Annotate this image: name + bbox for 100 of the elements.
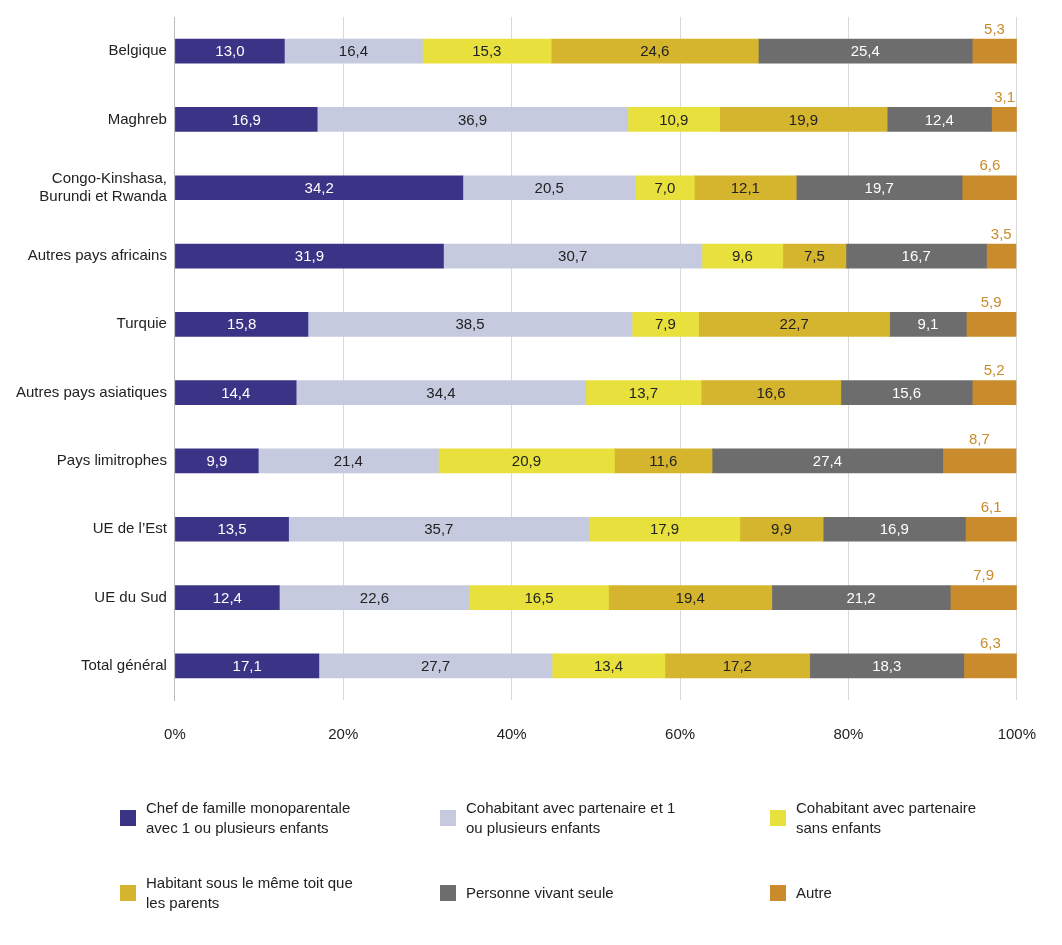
- bar: [965, 312, 1017, 337]
- data-label: 5,3: [984, 19, 1005, 37]
- bar: [175, 585, 280, 610]
- y-tick-label: Pays limitrophes: [56, 451, 167, 469]
- legend-label: Cohabitant avec partenaire et 1 ou plusieurs enfants: [466, 798, 676, 839]
- bar: [175, 243, 444, 269]
- bar: [782, 243, 847, 269]
- data-label: 9,6: [731, 247, 753, 265]
- data-label: 16,9: [879, 520, 909, 538]
- data-label: 15,6: [891, 383, 922, 401]
- data-label: 3,5: [990, 224, 1012, 242]
- bar: [316, 107, 629, 132]
- bar: [175, 653, 320, 679]
- data-label: 16,6: [756, 383, 786, 401]
- bar: [318, 653, 553, 679]
- data-label: 21,2: [846, 588, 876, 606]
- bar: [845, 243, 987, 269]
- data-label: 12,1: [730, 178, 760, 196]
- data-label: 20,9: [511, 452, 542, 470]
- y-tick-label: Maghreb: [107, 109, 167, 127]
- bar: [963, 653, 1017, 679]
- bar: [809, 653, 965, 679]
- bar: [438, 448, 615, 474]
- y-tick-label: UE du Sud: [94, 587, 167, 605]
- bar: [614, 448, 713, 474]
- x-tick-label: 0%: [164, 725, 186, 743]
- x-tick-label: 80%: [833, 725, 864, 743]
- data-label: 5,2: [983, 361, 1005, 379]
- y-tick-label: Total général: [81, 655, 167, 673]
- data-label: 16,7: [901, 247, 931, 265]
- data-label: 16,9: [231, 110, 261, 128]
- y-tick-label: Congo-Kinshasa, Burundi et Rwanda: [39, 168, 168, 204]
- data-label: 27,4: [812, 452, 842, 470]
- data-label: 34,2: [304, 178, 334, 196]
- data-label: 10,9: [659, 110, 689, 128]
- data-label: 35,7: [424, 520, 454, 538]
- data-label: 24,6: [640, 42, 670, 60]
- bar: [278, 585, 470, 610]
- data-label: 18,3: [872, 656, 902, 674]
- data-label: 7,9: [654, 315, 676, 333]
- data-label: 34,4: [426, 383, 456, 401]
- data-label: 7,0: [654, 178, 676, 196]
- data-label: 9,9: [771, 520, 792, 538]
- data-label: 15,3: [472, 42, 502, 60]
- data-label: 5,9: [980, 292, 1002, 310]
- data-label: 14,4: [221, 383, 251, 401]
- bar: [588, 516, 741, 542]
- x-tick-label: 40%: [496, 725, 527, 743]
- legend-label: Habitant sous le même toit que les parents: [146, 872, 354, 913]
- bar: [986, 243, 1017, 269]
- data-label: 9,1: [917, 315, 939, 333]
- bar: [631, 312, 699, 337]
- bar: [771, 585, 951, 610]
- data-label: 9,9: [206, 452, 228, 470]
- bar: [795, 175, 963, 201]
- bar: [840, 380, 973, 405]
- bar: [971, 380, 1017, 405]
- bar: [469, 585, 609, 610]
- data-label: 11,6: [649, 452, 678, 470]
- data-label: 38,5: [455, 315, 485, 333]
- data-label: 13,4: [593, 656, 624, 674]
- bar: [965, 516, 1017, 542]
- bar: [175, 175, 464, 201]
- bar: [585, 380, 702, 405]
- bar: [551, 653, 666, 679]
- bar: [175, 312, 309, 337]
- x-tick-label: 60%: [665, 725, 696, 743]
- bar: [700, 380, 842, 405]
- bar: [739, 516, 824, 542]
- data-label: 22,7: [779, 315, 809, 333]
- data-label: 8,7: [968, 429, 990, 447]
- bar: [175, 448, 259, 474]
- bar: [443, 243, 703, 269]
- bar: [949, 585, 1017, 610]
- data-label: 17,9: [649, 520, 680, 538]
- data-label: 3,1: [994, 88, 1016, 106]
- data-label: 12,4: [924, 110, 954, 128]
- bar: [822, 516, 966, 542]
- bar: [627, 107, 720, 132]
- bar: [462, 175, 636, 201]
- y-tick-label: Belgique: [108, 41, 167, 59]
- data-label: 25,4: [850, 42, 880, 60]
- bar: [175, 107, 318, 132]
- data-label: 16,4: [338, 42, 368, 60]
- data-label: 19,9: [788, 110, 818, 128]
- data-label: 7,9: [973, 566, 994, 584]
- y-tick-label: Turquie: [116, 314, 167, 332]
- data-label: 21,4: [333, 452, 363, 470]
- bar: [257, 448, 439, 474]
- bar: [961, 175, 1017, 201]
- data-label: 6,6: [979, 156, 1001, 174]
- bar: [991, 107, 1017, 132]
- data-label: 13,7: [628, 383, 659, 401]
- bar: [711, 448, 944, 474]
- legend-label: Personne vivant seule: [466, 882, 614, 903]
- bar: [550, 38, 759, 64]
- data-label: 13,0: [215, 42, 245, 60]
- data-label: 19,4: [675, 588, 705, 606]
- data-label: 19,7: [864, 178, 894, 196]
- data-label: 17,2: [722, 656, 752, 674]
